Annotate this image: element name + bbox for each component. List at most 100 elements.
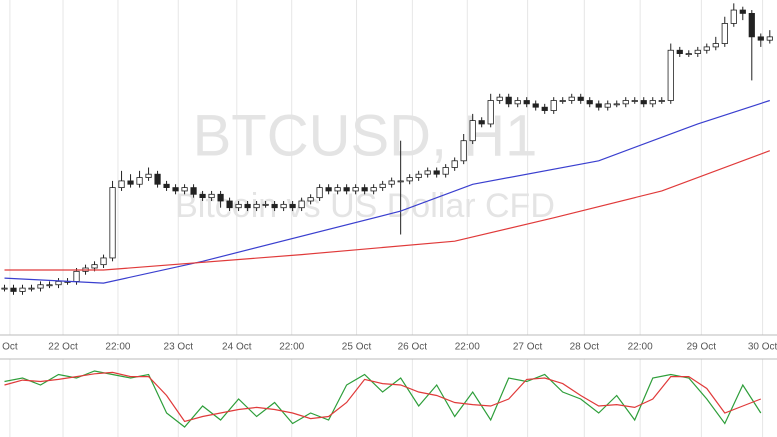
x-tick-label: Oct — [2, 342, 18, 353]
x-tick-label: 26 Oct — [398, 342, 428, 353]
candle-body — [469, 120, 476, 142]
x-tick-label: 22:00 — [455, 342, 480, 353]
candle-body — [316, 187, 323, 199]
candle-body — [298, 200, 305, 209]
candle-body — [55, 280, 62, 286]
candle-body — [649, 100, 656, 105]
candle-body — [568, 96, 575, 101]
candle-body — [550, 100, 557, 111]
x-tick-label: 29 Oct — [687, 342, 717, 353]
candle-body — [613, 103, 620, 106]
candle-body — [604, 103, 611, 108]
candle-body — [667, 49, 674, 101]
candle-body — [235, 203, 242, 209]
x-tick-label: 27 Oct — [513, 342, 543, 353]
candle-body — [343, 187, 350, 192]
candle-body — [217, 193, 224, 202]
candle-body — [595, 103, 602, 108]
candle-body — [712, 43, 719, 48]
candle-body — [757, 36, 764, 41]
candle-body — [19, 287, 26, 292]
candle-body — [253, 203, 260, 209]
candle-body — [541, 106, 548, 111]
candle-body — [100, 257, 107, 266]
candle-body — [46, 284, 53, 287]
candle-body — [136, 177, 143, 185]
moving-average — [4, 99, 770, 284]
candle-body — [622, 100, 629, 105]
candle-body — [523, 100, 530, 105]
candle-body — [109, 187, 116, 259]
candle-body — [334, 187, 341, 192]
candle-body — [361, 187, 368, 192]
candle-body — [451, 160, 458, 168]
candle-body — [577, 96, 584, 101]
candle-body — [280, 203, 287, 209]
candle-body — [442, 167, 449, 175]
candle-body — [748, 12, 755, 38]
candle-body — [415, 173, 422, 178]
candle-body — [325, 187, 332, 192]
candle-body — [37, 284, 44, 289]
x-tick-label: 22 Oct — [48, 342, 78, 353]
x-tick-label: 22:00 — [105, 342, 130, 353]
candle-body — [505, 96, 512, 105]
x-tick-label: 23 Oct — [164, 342, 194, 353]
candle-body — [127, 180, 134, 185]
candle-body — [496, 96, 503, 101]
candle-body — [397, 180, 404, 183]
candle-body — [172, 187, 179, 192]
candle-body — [226, 200, 233, 209]
candle-body — [271, 203, 278, 209]
watermark-title: BTCUSD, H1 — [193, 103, 538, 168]
x-tick-label: 22:00 — [628, 342, 653, 353]
candle-body — [118, 180, 125, 188]
candle-body — [424, 170, 431, 175]
candle-body — [208, 193, 215, 199]
oscillator-line — [4, 370, 762, 428]
candle-body — [406, 177, 413, 182]
candle-body — [1, 287, 8, 290]
candle-body — [262, 203, 269, 206]
candle-body — [244, 203, 251, 209]
candle-body — [199, 193, 206, 199]
candle-body — [640, 100, 647, 105]
candle-body — [163, 183, 170, 188]
candle-body — [478, 120, 485, 125]
candle-body — [190, 187, 197, 195]
grid — [9, 0, 764, 437]
candle-body — [703, 46, 710, 51]
candle-body — [685, 53, 692, 55]
candle-body — [721, 23, 728, 44]
candle-body — [433, 170, 440, 175]
candle-body — [145, 173, 152, 178]
candle-body — [91, 264, 98, 269]
x-tick-label: 28 Oct — [570, 342, 600, 353]
candle-body — [514, 100, 521, 105]
candle-body — [388, 180, 395, 185]
candle-body — [631, 100, 638, 102]
candle-body — [307, 197, 314, 202]
candle-body — [73, 270, 80, 282]
candle-body — [154, 173, 161, 185]
candle-body — [658, 100, 665, 102]
candle-body — [10, 287, 17, 292]
candle-body — [487, 100, 494, 125]
candle-body — [460, 140, 467, 162]
candle-body — [739, 9, 746, 14]
candle-body — [586, 100, 593, 105]
candle-body — [352, 187, 359, 192]
candle-body — [559, 100, 566, 102]
candle-body — [28, 287, 35, 290]
x-tick-label: 30 Oct — [748, 342, 777, 353]
candle-body — [766, 36, 773, 41]
moving-average — [4, 150, 771, 271]
x-tick-label: 25 Oct — [342, 342, 372, 353]
oscillator-line — [4, 371, 762, 423]
x-tick-label: 24 Oct — [222, 342, 252, 353]
candle-body — [289, 203, 296, 209]
candle-body — [370, 187, 377, 192]
candle-body — [676, 49, 683, 54]
